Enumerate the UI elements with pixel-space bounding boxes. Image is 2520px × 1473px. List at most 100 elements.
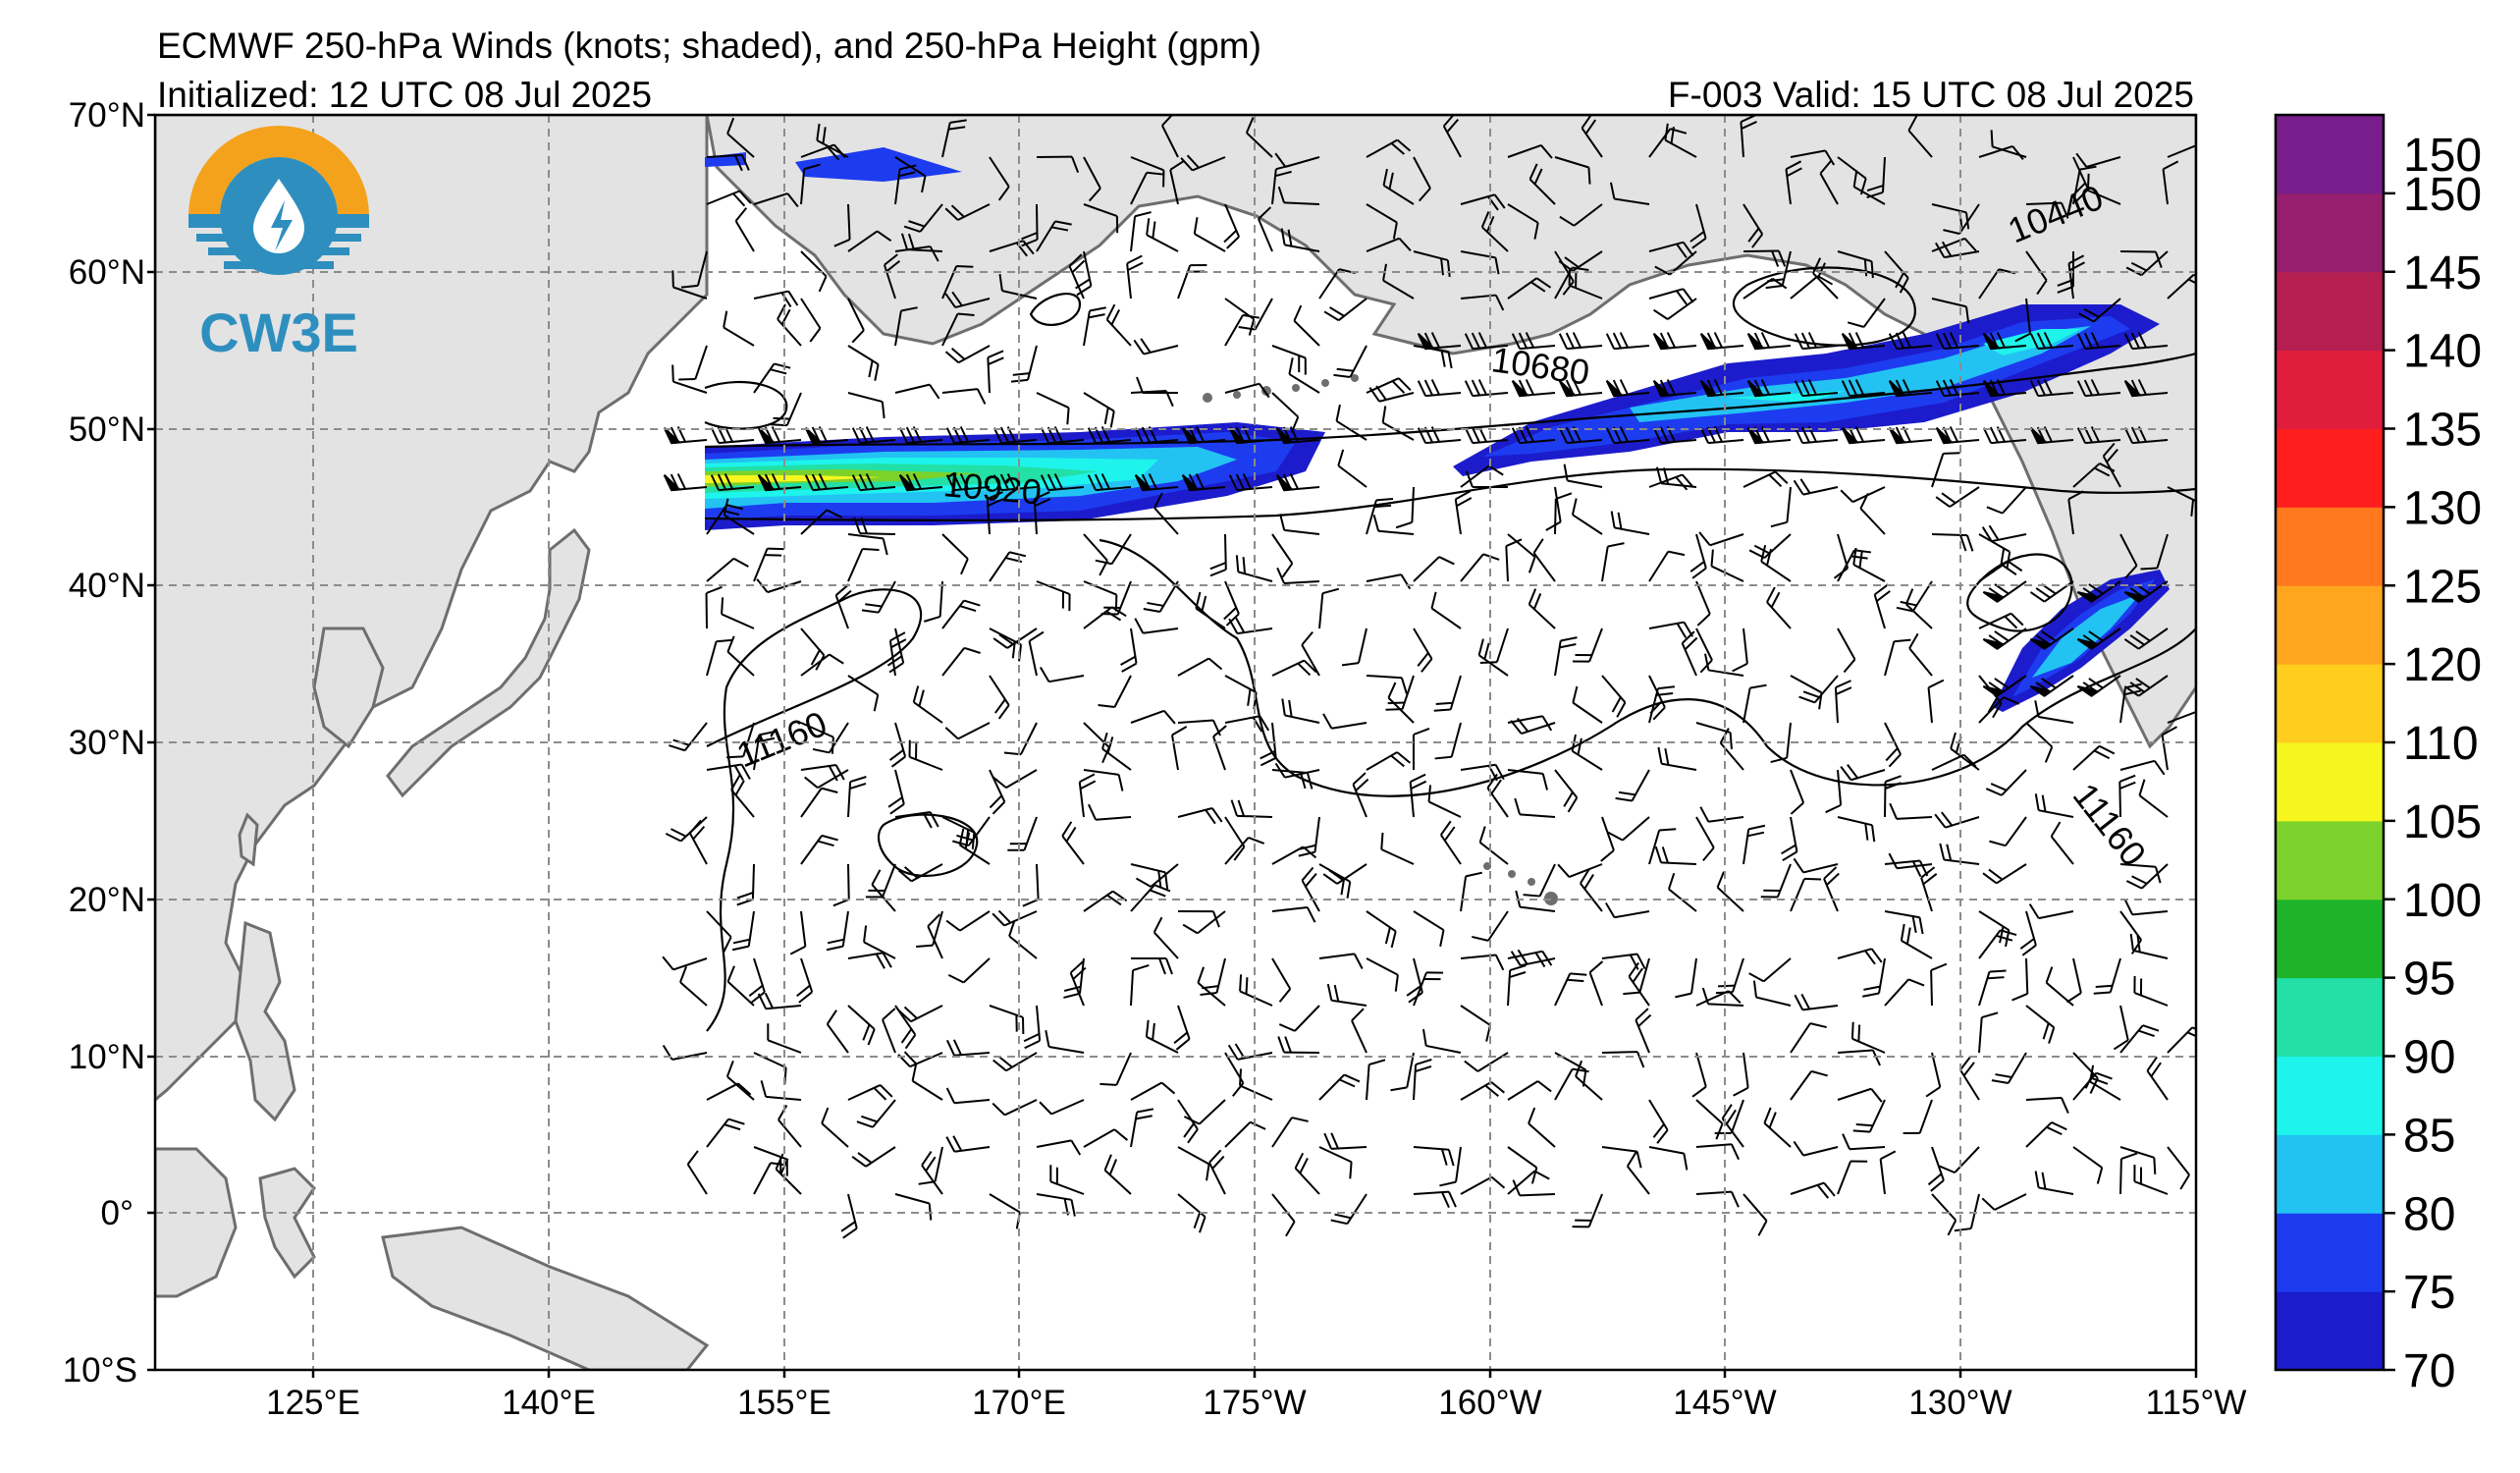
wind-barb xyxy=(1601,953,1646,970)
wind-barb xyxy=(2119,1152,2138,1195)
colorbar-tick-label: 110 xyxy=(2403,718,2479,770)
wind-barb xyxy=(753,362,791,394)
wind-barb xyxy=(989,156,1010,201)
wind-barb xyxy=(1098,675,1132,708)
wind-barb xyxy=(1021,203,1039,247)
wind-barb xyxy=(1601,1146,1642,1169)
logo-sun-arc xyxy=(188,126,369,216)
wind-barb xyxy=(1126,254,1144,300)
wind-barb xyxy=(1888,852,1933,870)
wind-barb xyxy=(1934,811,1980,829)
wind-barb xyxy=(1664,123,1697,158)
wind-barb xyxy=(2025,1121,2067,1148)
wind-barb xyxy=(1181,473,1226,492)
land-taiwan xyxy=(238,812,259,867)
wind-barb xyxy=(1387,682,1415,724)
wind-barb xyxy=(1208,1149,1226,1195)
wind-barbs xyxy=(662,115,2196,1239)
aleutian-islands xyxy=(1203,374,1359,403)
wind-barb xyxy=(2119,682,2142,724)
wind-barb xyxy=(1337,449,1367,488)
wind-barb xyxy=(1698,531,1744,547)
wind-barb xyxy=(1819,159,1839,205)
lon-label: 115°W xyxy=(2146,1384,2247,1422)
wind-barb xyxy=(1271,345,1307,375)
wind-barb xyxy=(1330,1193,1367,1226)
wind-barb xyxy=(1746,379,1792,398)
wind-barb xyxy=(1460,464,1504,488)
wind-barb xyxy=(726,722,755,759)
wind-barb xyxy=(1733,1052,1749,1097)
lat-label: 40°N xyxy=(69,567,145,605)
wind-barb xyxy=(2123,899,2169,916)
wind-barb xyxy=(1841,426,1886,445)
colorbar-bin xyxy=(2276,350,2384,429)
wind-barb xyxy=(1704,653,1744,677)
wind-barb xyxy=(1628,961,1650,1007)
wind-barb xyxy=(1177,807,1223,825)
wind-barb xyxy=(726,117,755,158)
wind-barb xyxy=(894,306,918,347)
wind-barb xyxy=(1695,722,1733,750)
wind-barb xyxy=(800,509,843,535)
wind-barb xyxy=(1382,168,1415,205)
wind-barb xyxy=(945,1135,991,1153)
wind-barb xyxy=(2123,675,2169,697)
wind-barb xyxy=(847,533,888,556)
wind-barb xyxy=(944,291,991,309)
wind-barb xyxy=(1888,332,1933,351)
wind-barb xyxy=(1859,492,1886,535)
wind-barb xyxy=(1421,1028,1462,1054)
wind-barb xyxy=(1654,250,1697,276)
wind-barb xyxy=(945,1087,991,1105)
wind-barb xyxy=(1978,969,2007,1007)
wind-barb xyxy=(680,250,708,289)
wind-barb xyxy=(706,910,732,953)
wind-barb xyxy=(2140,533,2169,571)
wind-barb xyxy=(1036,220,1072,252)
wind-barb xyxy=(1528,1107,1556,1148)
wind-barb xyxy=(1507,277,1552,300)
graticule xyxy=(155,115,2196,1370)
wind-barb xyxy=(1130,211,1152,252)
wind-barb xyxy=(1323,1132,1367,1150)
wind-barb xyxy=(1173,1005,1191,1051)
wind-barb xyxy=(1413,1059,1432,1101)
wind-barb xyxy=(1169,159,1186,205)
wind-barb xyxy=(987,350,1004,394)
wind-barb xyxy=(1099,1052,1132,1086)
wind-barb xyxy=(992,769,1038,790)
wind-barb xyxy=(1985,769,2027,796)
wind-barb xyxy=(1133,338,1179,355)
wind-barb xyxy=(1276,567,1320,584)
wind-barb xyxy=(2072,1071,2113,1101)
wind-barb xyxy=(1326,983,1367,1007)
wind-barb xyxy=(2029,332,2074,351)
lat-label: 70°N xyxy=(69,96,145,135)
wind-barb xyxy=(723,498,755,535)
lat-label: 20°N xyxy=(69,881,145,919)
land-japan xyxy=(386,527,591,798)
wind-barb xyxy=(678,345,708,381)
wind-barb xyxy=(1691,1052,1707,1098)
wind-barb xyxy=(2119,863,2162,884)
wind-barb xyxy=(1982,332,2027,351)
wind-barb xyxy=(1322,713,1367,730)
wind-barb xyxy=(1083,606,1127,629)
wind-barb xyxy=(1959,1056,1980,1101)
wind-barb xyxy=(1510,949,1556,967)
wind-barb xyxy=(800,834,838,865)
wind-barb xyxy=(2076,379,2121,398)
wind-barb xyxy=(1699,806,1744,823)
wind-barb xyxy=(2161,726,2178,771)
lon-label: 140°E xyxy=(502,1384,596,1422)
wind-barb xyxy=(1879,1150,1897,1195)
wind-barb xyxy=(833,203,851,247)
wind-barb xyxy=(1145,1019,1179,1054)
wind-barb xyxy=(1040,666,1085,683)
wind-barb xyxy=(1439,1146,1462,1187)
wind-barb xyxy=(1395,486,1415,529)
wind-barb xyxy=(1430,591,1462,629)
wind-barb xyxy=(753,730,777,771)
